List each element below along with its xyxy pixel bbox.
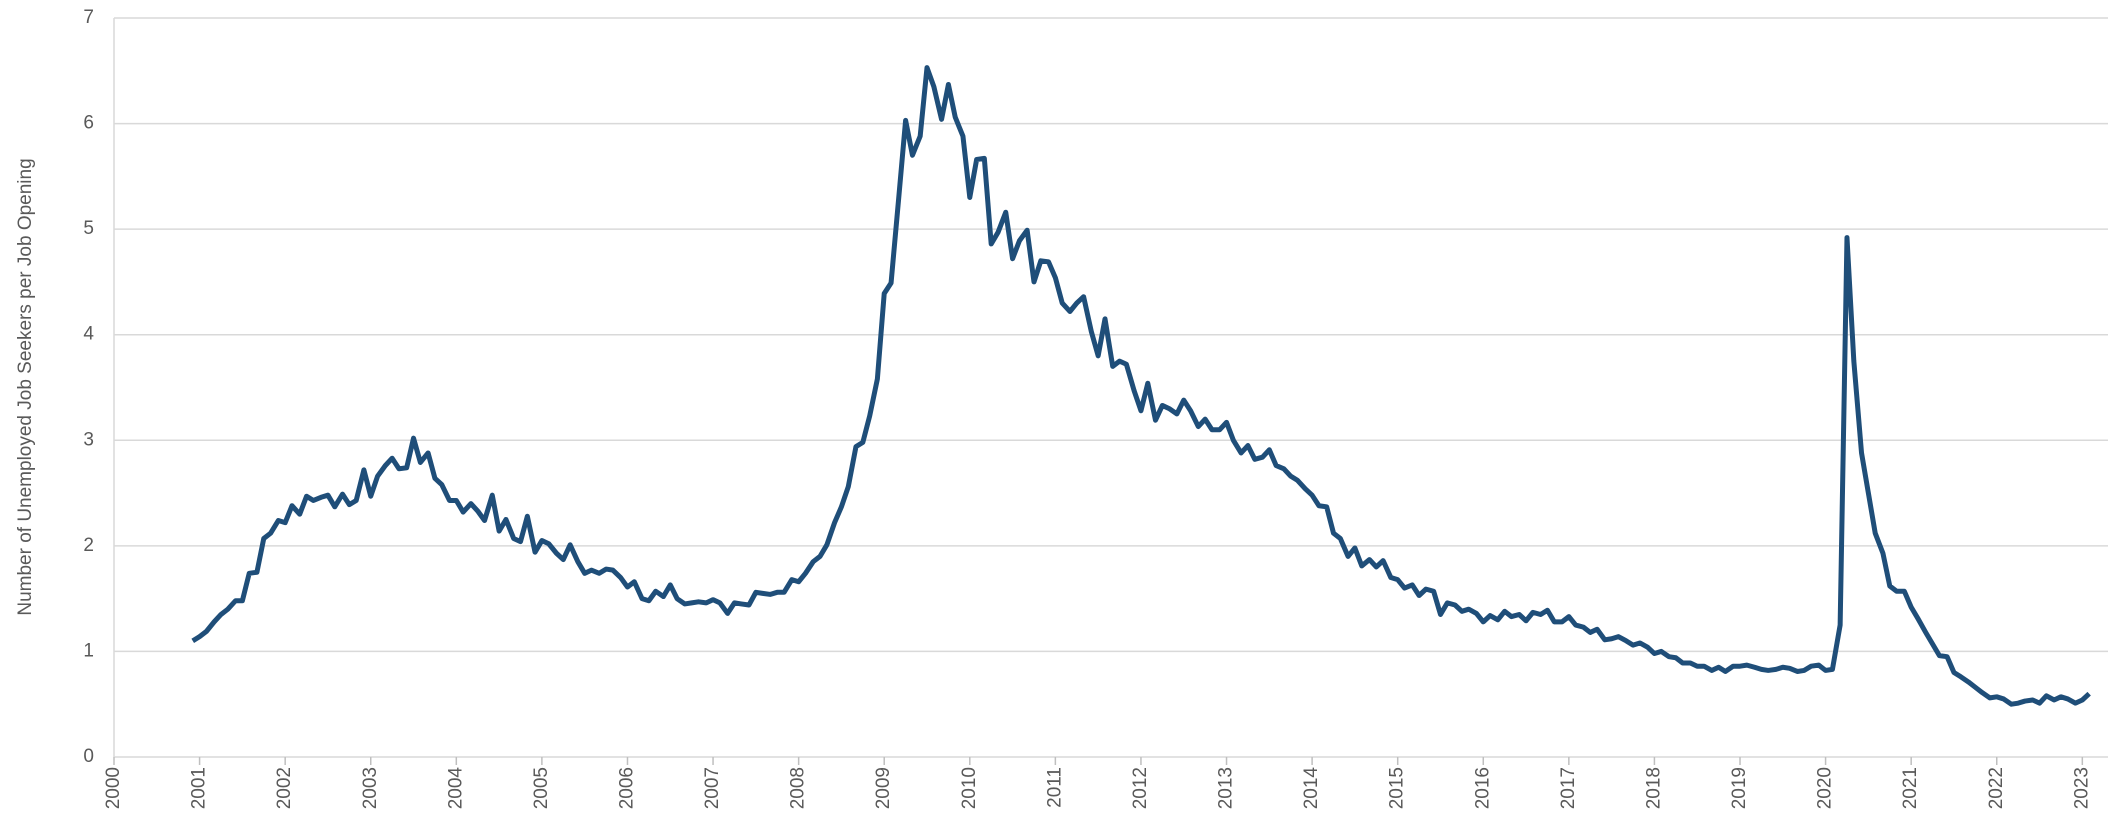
- y-tick-label: 1: [83, 640, 94, 661]
- x-tick-label: 2017: [1558, 767, 1579, 809]
- y-tick-label: 6: [83, 113, 94, 134]
- x-tick-label: 2016: [1472, 767, 1493, 809]
- y-tick-label: 2: [83, 535, 94, 556]
- x-tick-label: 2021: [1900, 767, 1921, 809]
- y-axis-title: Number of Unemployed Job Seekers per Job…: [15, 158, 36, 615]
- x-tick-label: 2010: [959, 767, 980, 809]
- x-tick-label: 2004: [445, 767, 466, 810]
- x-tick-label: 2001: [189, 767, 210, 809]
- y-tick-label: 5: [83, 218, 94, 239]
- x-tick-label: 2011: [1044, 767, 1065, 808]
- x-tick-label: 2006: [616, 767, 637, 809]
- x-tick-label: 2002: [274, 767, 295, 809]
- x-tick-label: 2015: [1387, 767, 1408, 809]
- y-tick-label: 3: [83, 429, 94, 450]
- x-tick-label: 2019: [1729, 767, 1750, 809]
- x-tick-label: 2018: [1643, 767, 1664, 809]
- x-tick-label: 2003: [360, 767, 381, 809]
- x-tick-label: 2013: [1216, 767, 1237, 809]
- x-tick-label: 2005: [531, 767, 552, 809]
- x-tick-label: 2009: [873, 767, 894, 809]
- x-tick-label: 2023: [2071, 767, 2092, 809]
- x-tick-label: 2020: [1815, 767, 1836, 809]
- x-tick-label: 2012: [1130, 767, 1151, 809]
- x-tick-label: 2014: [1301, 767, 1322, 810]
- x-tick-label: 2008: [788, 767, 809, 809]
- x-tick-label: 2022: [1986, 767, 2007, 809]
- x-tick-label: 2000: [103, 767, 124, 809]
- data-line: [191, 65, 2091, 707]
- y-tick-label: 0: [83, 746, 94, 767]
- y-tick-label: 7: [83, 7, 94, 28]
- y-tick-label: 4: [83, 324, 94, 345]
- x-tick-label: 2007: [702, 767, 723, 809]
